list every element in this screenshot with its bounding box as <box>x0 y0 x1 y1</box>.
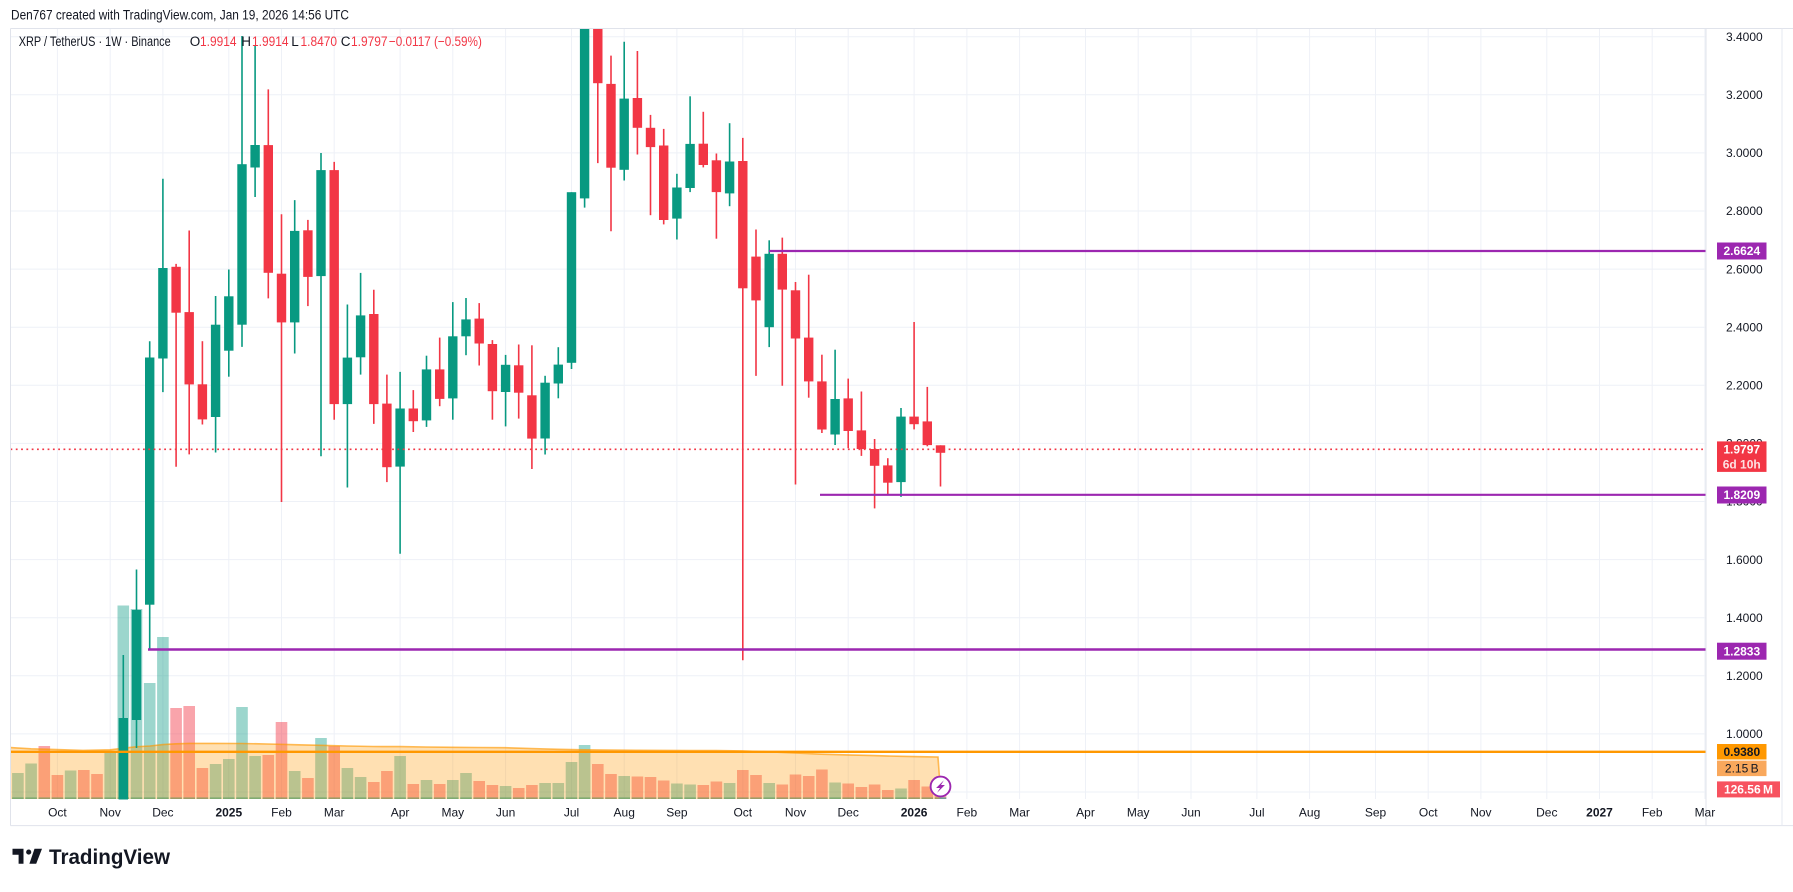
svg-text:Oct: Oct <box>733 806 752 820</box>
svg-text:L: L <box>291 34 299 49</box>
svg-text:Jul: Jul <box>564 806 579 820</box>
svg-text:Dec: Dec <box>1536 806 1557 820</box>
svg-text:2026: 2026 <box>901 806 928 820</box>
svg-text:Jun: Jun <box>496 806 515 820</box>
svg-text:Jul: Jul <box>1249 806 1264 820</box>
svg-text:Mar: Mar <box>1695 806 1716 820</box>
svg-text:126.56 M: 126.56 M <box>1724 783 1773 797</box>
svg-text:Feb: Feb <box>1642 806 1663 820</box>
svg-text:Oct: Oct <box>1419 806 1438 820</box>
svg-text:3.2000: 3.2000 <box>1726 88 1763 102</box>
svg-text:O: O <box>190 34 201 49</box>
svg-text:Feb: Feb <box>271 806 292 820</box>
svg-text:Dec: Dec <box>838 806 859 820</box>
svg-text:2.4000: 2.4000 <box>1726 320 1763 334</box>
svg-text:2027: 2027 <box>1586 806 1613 820</box>
svg-text:May: May <box>1127 806 1150 820</box>
svg-text:Sep: Sep <box>666 806 688 820</box>
svg-text:Dec: Dec <box>152 806 173 820</box>
svg-text:2025: 2025 <box>215 806 242 820</box>
svg-text:1.9914: 1.9914 <box>252 34 289 49</box>
svg-text:1.0000: 1.0000 <box>1726 727 1763 741</box>
svg-text:1.9914: 1.9914 <box>200 34 237 49</box>
svg-text:Nov: Nov <box>100 806 121 820</box>
svg-text:Nov: Nov <box>1470 806 1491 820</box>
svg-text:0.9380: 0.9380 <box>1723 745 1760 759</box>
svg-text:Feb: Feb <box>957 806 978 820</box>
svg-text:Jun: Jun <box>1181 806 1200 820</box>
svg-text:XRP / TetherUS · 1W · Binance: XRP / TetherUS · 1W · Binance <box>19 34 171 49</box>
svg-text:1.9797: 1.9797 <box>351 34 388 49</box>
svg-text:1.8470: 1.8470 <box>301 34 338 49</box>
svg-text:1.2833: 1.2833 <box>1723 644 1760 658</box>
svg-text:Aug: Aug <box>1299 806 1320 820</box>
svg-text:May: May <box>441 806 464 820</box>
svg-text:Apr: Apr <box>391 806 410 820</box>
svg-text:Nov: Nov <box>785 806 806 820</box>
svg-text:3.4000: 3.4000 <box>1726 30 1763 44</box>
svg-text:H: H <box>241 34 251 49</box>
svg-text:2.15 B: 2.15 B <box>1725 762 1759 776</box>
svg-text:1.2000: 1.2000 <box>1726 669 1763 683</box>
svg-text:6d 10h: 6d 10h <box>1723 458 1761 472</box>
svg-text:Apr: Apr <box>1076 806 1095 820</box>
svg-text:Mar: Mar <box>1009 806 1030 820</box>
svg-text:1.8209: 1.8209 <box>1723 488 1760 502</box>
svg-text:Aug: Aug <box>614 806 635 820</box>
svg-text:1.6000: 1.6000 <box>1726 553 1763 567</box>
svg-text:1.4000: 1.4000 <box>1726 611 1763 625</box>
svg-text:−0.0117 (−0.59%): −0.0117 (−0.59%) <box>389 34 482 49</box>
svg-text:Mar: Mar <box>324 806 345 820</box>
svg-text:2.6624: 2.6624 <box>1723 244 1760 258</box>
svg-text:1.9797: 1.9797 <box>1723 443 1760 457</box>
svg-text:C: C <box>341 34 351 49</box>
svg-text:Oct: Oct <box>48 806 67 820</box>
svg-text:TradingView: TradingView <box>49 845 170 869</box>
svg-text:Sep: Sep <box>1365 806 1387 820</box>
svg-text:Den767 created with TradingVie: Den767 created with TradingView.com, Jan… <box>11 8 349 23</box>
svg-text:3.0000: 3.0000 <box>1726 146 1763 160</box>
svg-text:2.2000: 2.2000 <box>1726 379 1763 393</box>
svg-text:2.6000: 2.6000 <box>1726 262 1763 276</box>
svg-text:2.8000: 2.8000 <box>1726 204 1763 218</box>
